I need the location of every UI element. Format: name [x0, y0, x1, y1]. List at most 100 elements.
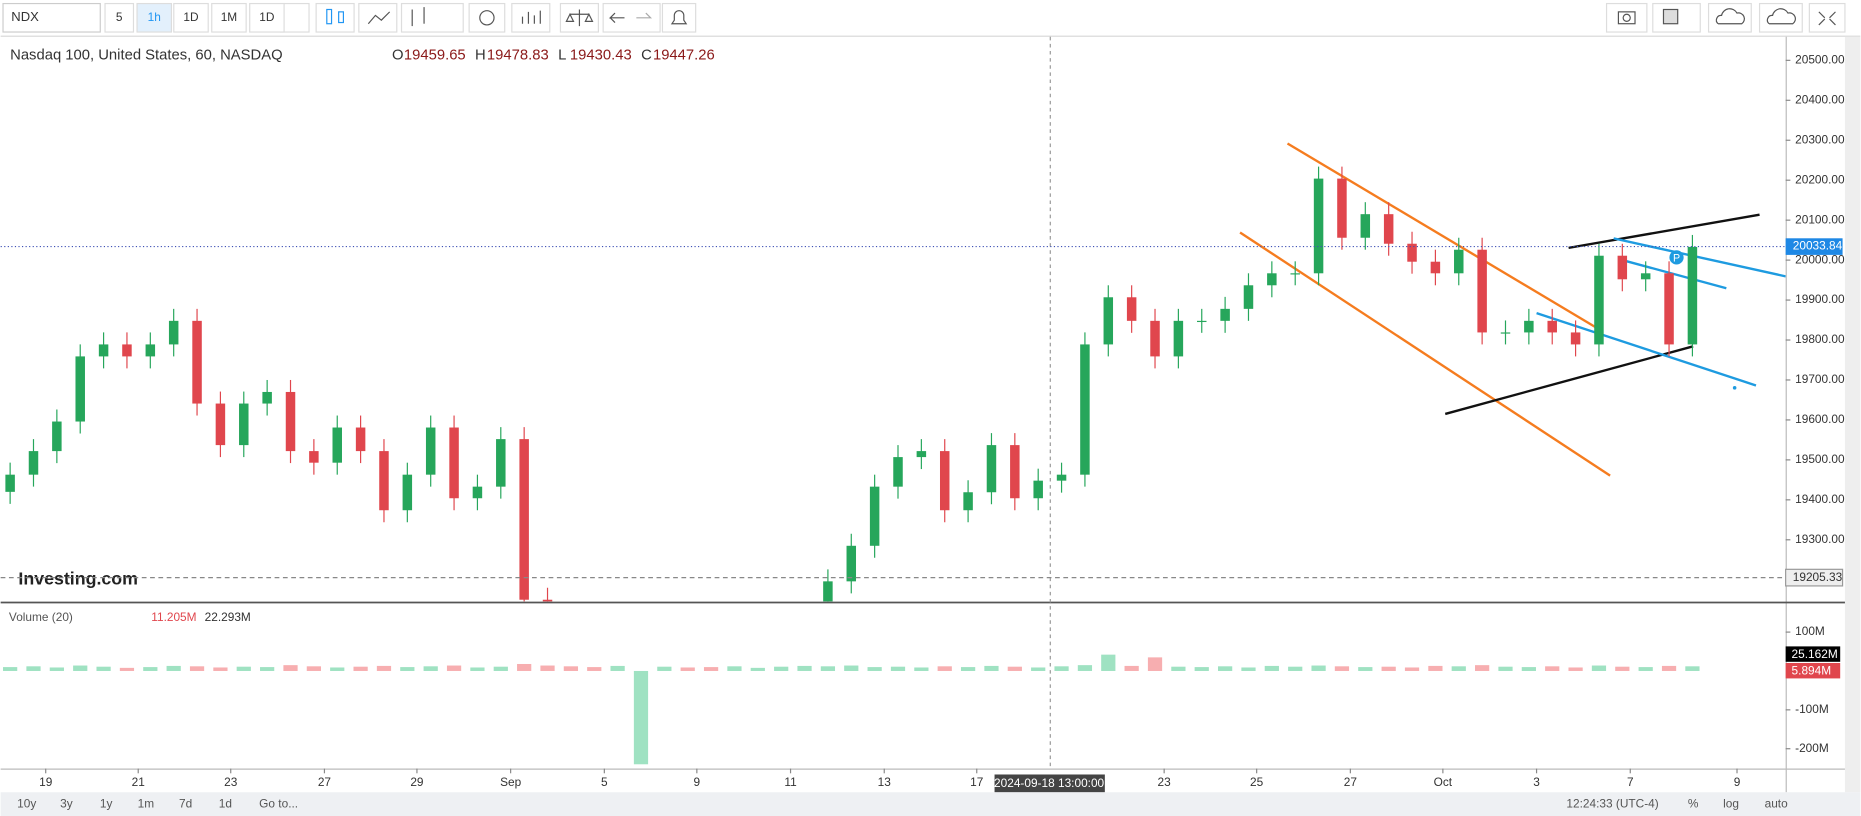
ohlc-key: C: [641, 48, 652, 64]
range-button[interactable]: 1m: [138, 796, 155, 810]
range-button[interactable]: 1y: [100, 796, 113, 810]
volume-bar: [563, 666, 579, 671]
range-button[interactable]: 7d: [179, 796, 192, 810]
position-marker[interactable]: [1669, 250, 1684, 265]
x-tick-label: 9: [1734, 775, 1741, 789]
ohlc-key: O: [392, 48, 404, 64]
candle-body: [1056, 474, 1067, 481]
undo-redo-button[interactable]: [602, 2, 661, 33]
candle-body: [1407, 243, 1417, 262]
volume-bar: [703, 667, 719, 671]
symbol[interactable]: NDX: [11, 9, 39, 24]
axis-option[interactable]: log: [1723, 796, 1739, 810]
volume-bar: [49, 667, 64, 671]
volume-bar: [1545, 666, 1560, 671]
volume-bar: [1358, 667, 1373, 671]
candle-body: [869, 486, 880, 546]
x-tick-label: Sep: [500, 775, 522, 789]
y-tick-label: 20300.00: [1795, 132, 1845, 146]
scrollbar[interactable]: [1844, 36, 1861, 793]
candle-body: [1617, 255, 1628, 280]
candle-body: [1360, 214, 1371, 238]
y-tick-label: 20200.00: [1795, 172, 1845, 186]
range-button[interactable]: 10y: [17, 796, 36, 810]
crosshair-date: 2024-09-18 13:00:00: [994, 776, 1105, 790]
volume-bar: [797, 665, 812, 671]
go-to[interactable]: Go to...: [259, 796, 298, 810]
ohlc-value: 19447.26: [653, 48, 715, 64]
volume-y-tick-label: -200M: [1795, 741, 1829, 755]
candle-body: [472, 486, 483, 499]
x-tick-label: 19: [39, 775, 53, 789]
volume-bar: [517, 663, 532, 671]
y-tick-label: 19600.00: [1795, 412, 1845, 426]
volume-bar: [844, 665, 859, 671]
x-tick-label: 17: [970, 775, 983, 789]
range-button[interactable]: 3y: [60, 796, 73, 810]
volume-bar: [1171, 666, 1186, 671]
candle-body: [1664, 273, 1674, 345]
axis-option[interactable]: auto: [1765, 796, 1788, 810]
bottom-bar: [0, 792, 1861, 816]
volume-y-tick-label: 100M: [1795, 624, 1825, 638]
volume-bar: [1404, 667, 1420, 671]
candle-body: [590, 680, 599, 700]
interval-label[interactable]: 1D: [259, 10, 274, 24]
fullscreen-button[interactable]: [1808, 2, 1846, 33]
volume-bar: [937, 666, 952, 671]
y-tick-label: 20400.00: [1795, 92, 1845, 106]
x-tick-label: 13: [878, 775, 892, 789]
snapshot-button[interactable]: [1605, 2, 1648, 33]
save-button[interactable]: [1758, 2, 1803, 33]
load-button[interactable]: [1707, 2, 1752, 33]
axis-option[interactable]: %: [1688, 796, 1699, 810]
x-tick-label: 23: [1158, 775, 1172, 789]
candle-body: [1197, 320, 1207, 323]
ohlc-key: L: [558, 48, 566, 64]
range-button[interactable]: 1d: [219, 796, 232, 810]
settings-button[interactable]: [468, 2, 506, 33]
x-tick-label: 7: [1627, 775, 1634, 789]
x-tick-label: 25: [1250, 775, 1264, 789]
volume-bar: [73, 665, 88, 671]
volume-bar: [1334, 666, 1350, 671]
volume-bar: [1568, 667, 1583, 671]
interval-label[interactable]: 1M: [221, 10, 237, 24]
candle-body: [1500, 332, 1511, 334]
candles-button[interactable]: [315, 2, 355, 33]
interval-label[interactable]: 1h: [148, 10, 161, 24]
interval-label[interactable]: 5: [116, 10, 123, 24]
interval-button[interactable]: [211, 2, 247, 33]
indicators-button[interactable]: [511, 2, 551, 33]
candle-body: [542, 599, 553, 602]
y-tick-label: 19300.00: [1795, 532, 1845, 546]
candle-body: [706, 680, 715, 700]
level-tag: [1785, 568, 1844, 587]
interval-button[interactable]: [136, 2, 173, 33]
interval-button[interactable]: [249, 2, 285, 33]
watermark: Investing.com: [18, 569, 138, 589]
volume-bar: [1194, 667, 1209, 671]
ohlc-value: 19478.83: [487, 48, 549, 64]
x-tick-label: 29: [410, 775, 424, 789]
ohlc-key: H: [475, 48, 486, 64]
layout-button[interactable]: [1652, 2, 1701, 33]
candle-body: [1080, 344, 1090, 475]
volume-bar: [189, 666, 205, 671]
line-button[interactable]: [358, 2, 398, 33]
legend-title: Nasdaq 100, United States, 60, NASDAQ: [10, 48, 283, 64]
symbol-box[interactable]: [2, 2, 101, 33]
volume-bar: [1498, 666, 1513, 671]
interval-button[interactable]: [173, 2, 209, 33]
bars-button[interactable]: [400, 2, 464, 33]
compare-button[interactable]: [559, 2, 599, 33]
y-tick-label: 19700.00: [1795, 372, 1845, 386]
volume-bar: [727, 666, 742, 671]
interval-label[interactable]: 1D: [183, 10, 198, 24]
candle-body: [52, 421, 62, 452]
alert-button[interactable]: [661, 2, 697, 33]
interval-button[interactable]: [104, 2, 135, 33]
volume-ma-tag: [1785, 646, 1841, 662]
volume-bar: [260, 667, 275, 671]
